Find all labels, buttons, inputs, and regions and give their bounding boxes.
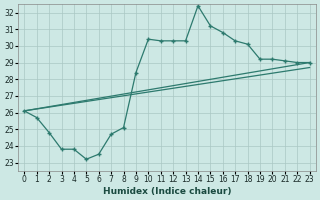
X-axis label: Humidex (Indice chaleur): Humidex (Indice chaleur) <box>103 187 231 196</box>
